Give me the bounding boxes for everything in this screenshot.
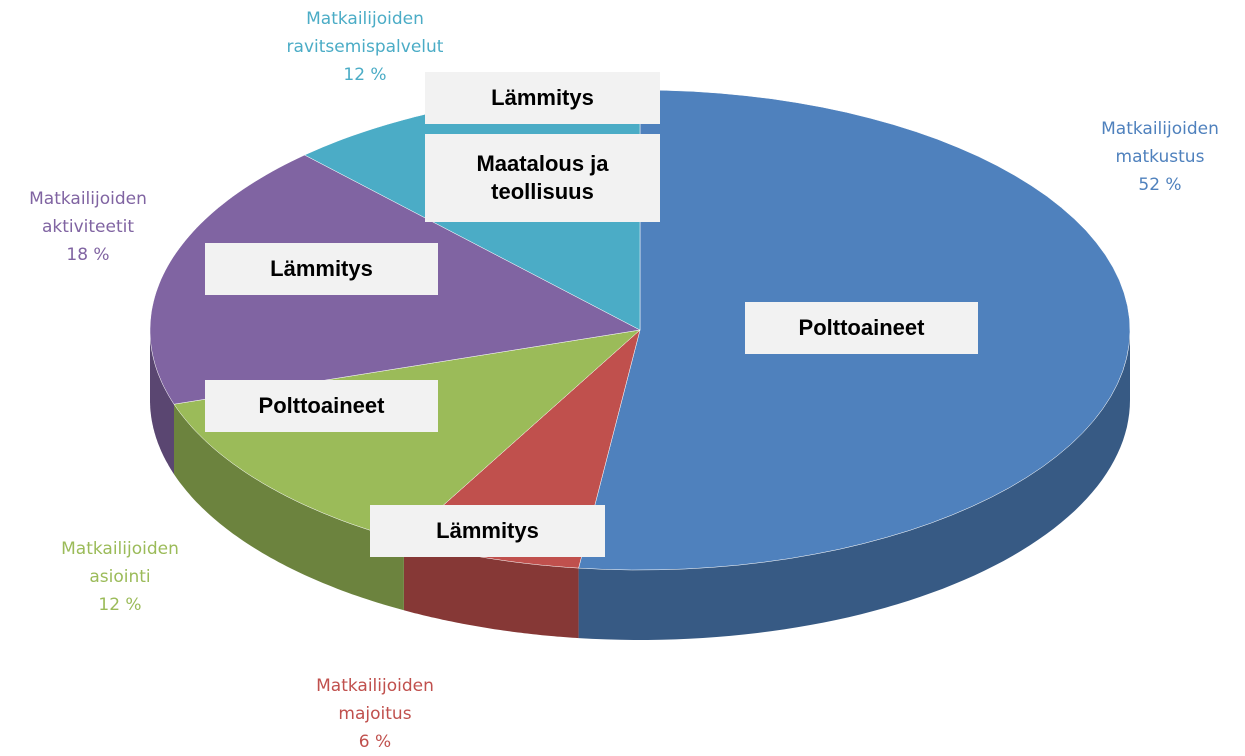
annotation-box: Maatalous ja teollisuus (425, 134, 660, 222)
slice-name: Matkailijoiden ravitsemispalvelut (286, 9, 444, 57)
slice-label: Matkailijoiden matkustus 52 % (1101, 115, 1219, 199)
annotation-box: Lämmitys (205, 243, 438, 295)
slice-name: Matkailijoiden majoitus (316, 676, 434, 724)
slice-value: 6 % (358, 732, 392, 752)
slice-label: Matkailijoiden aktiviteetit 18 % (29, 185, 147, 269)
slice-value: 12 % (343, 65, 387, 85)
slice-label: Matkailijoiden asiointi 12 % (61, 535, 179, 619)
slice-value: 52 % (1138, 175, 1182, 195)
pie-slice-side (174, 404, 404, 611)
annotation-box: Polttoaineet (205, 380, 438, 432)
pie-slice-side (578, 330, 1130, 640)
slice-value: 12 % (98, 595, 142, 615)
pie-slice-side (150, 330, 174, 475)
slice-name: Matkailijoiden aktiviteetit (29, 189, 147, 237)
annotation-box: Lämmitys (425, 72, 660, 124)
slice-name: Matkailijoiden matkustus (1101, 119, 1219, 167)
pie-slice-side (403, 540, 579, 639)
slice-name: Matkailijoiden asiointi (61, 539, 179, 587)
slice-label: Matkailijoiden ravitsemispalvelut 12 % (287, 5, 444, 89)
pie-slice (173, 329, 641, 541)
slice-value: 18 % (66, 245, 110, 265)
slice-label: Matkailijoiden majoitus 6 % (316, 672, 434, 756)
annotation-box: Polttoaineet (745, 302, 978, 354)
annotation-box: Lämmitys (370, 505, 605, 557)
